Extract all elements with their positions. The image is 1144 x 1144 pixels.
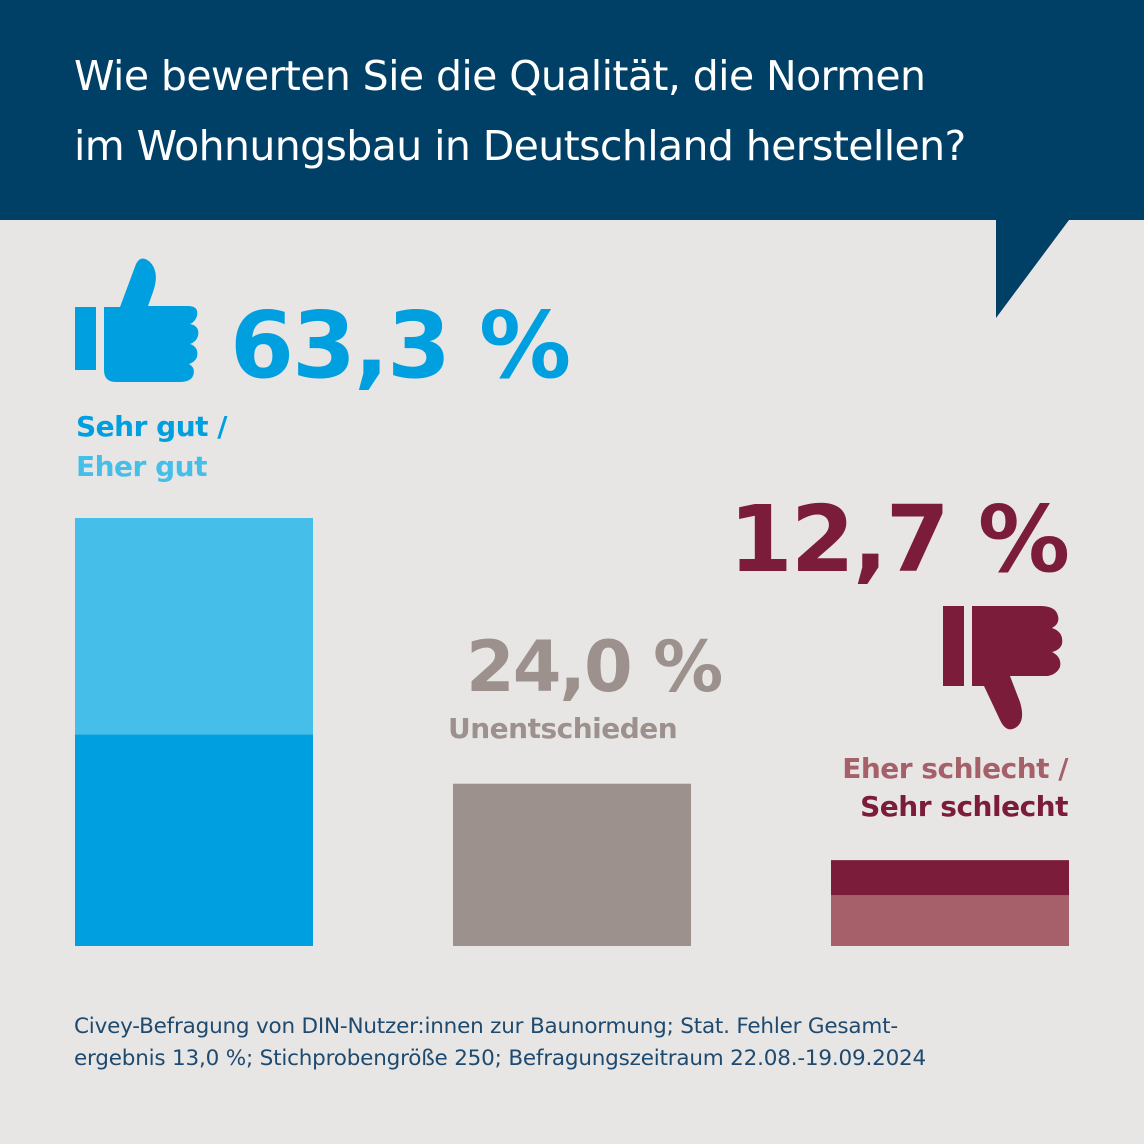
category-label-eher-schlecht: Eher schlecht / [842,752,1068,785]
bar-segment-sehr-gut [75,734,313,946]
bar-segment-eher-gut [75,518,313,735]
bar-segment-sehr-schlecht [831,895,1069,946]
category-label-eher-gut: Eher gut [76,450,207,483]
category-label-unentschieden: Unentschieden [448,712,678,745]
category-label-sehr-gut: Sehr gut / [76,410,227,443]
footer-source-line-2: ergebnis 13,0 %; Stichprobengröße 250; B… [74,1046,927,1071]
speech-bubble [0,0,1144,318]
bar-segment-unentschieden [453,783,691,946]
thumbs-up-icon [75,258,199,382]
bar-segment-eher-schlecht [831,860,1069,896]
value-label-negative: 12,7 % [728,486,1070,593]
header-banner [0,0,1144,318]
chart-title-line-2: im Wohnungsbau in Deutschland herstellen… [74,122,966,170]
value-label-positive: 63,3 % [230,292,571,399]
value-label-neutral: 24,0 % [466,626,723,708]
category-label-sehr-schlecht: Sehr schlecht [860,790,1068,823]
thumbs-down-icon [943,606,1063,730]
footer-source-line-1: Civey-Befragung von DIN-Nutzer:innen zur… [74,1014,898,1039]
chart-title-line-1: Wie bewerten Sie die Qualität, die Norme… [74,52,926,100]
